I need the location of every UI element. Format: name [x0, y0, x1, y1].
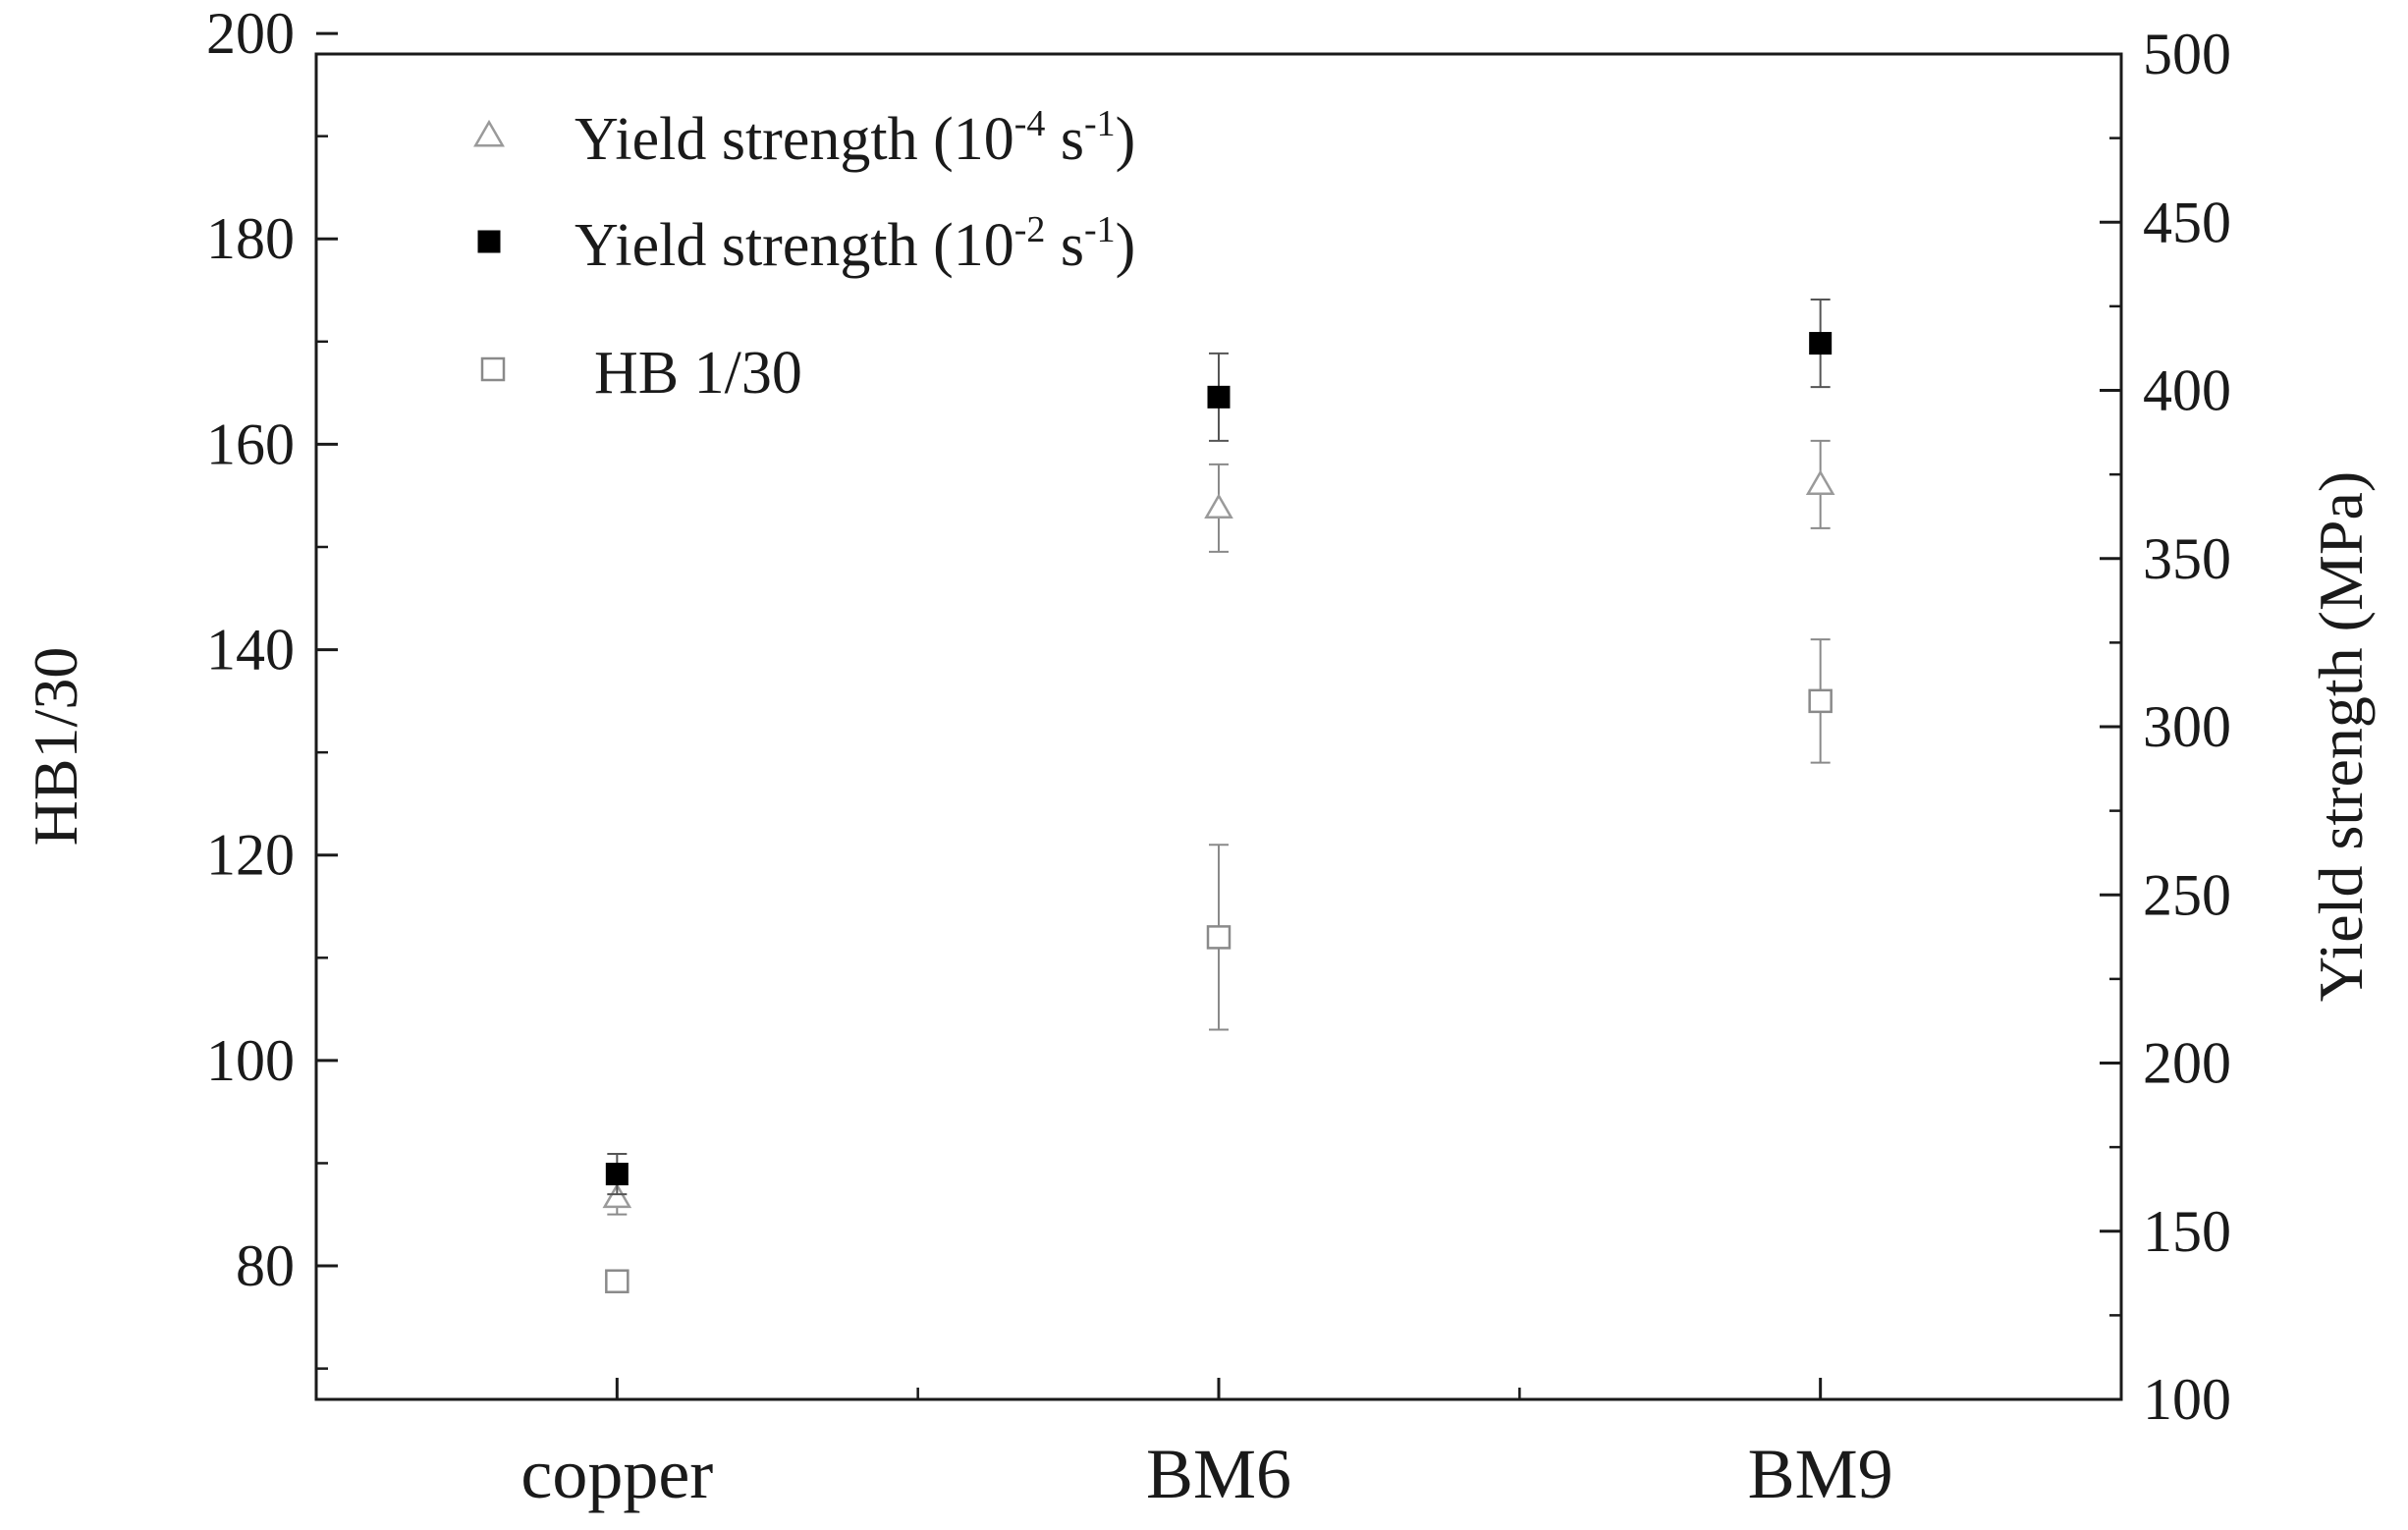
data-marks: [602, 299, 1835, 1293]
filled-square-marker: [1809, 332, 1833, 355]
right-y-axis: 100 150 200 250 300 350 400 450 500 Yield strengt…: [2100, 22, 2376, 1432]
legend: Yield strength (10-4 s-1) Yield strength …: [473, 103, 1135, 407]
right-tick-label: 200: [2143, 1031, 2231, 1096]
right-tick-label: 300: [2143, 694, 2231, 759]
right-tick-label: 400: [2143, 358, 2231, 423]
open-square-marker: [605, 1269, 629, 1293]
open-square-marker: [1206, 925, 1231, 950]
legend-item-1: Yield strength (10-4 s-1): [473, 103, 1135, 173]
open-square-marker: [1808, 688, 1833, 714]
x-axis: copper BM6 BM9: [314, 1378, 2123, 1513]
x-category-label: BM9: [1748, 1435, 1893, 1513]
triangle-marker: [602, 1182, 632, 1209]
left-tick-label: 160: [206, 411, 295, 476]
legend-item-3: HB 1/30: [480, 340, 802, 407]
series-1: [602, 439, 1835, 1216]
left-tick-label: 120: [206, 823, 295, 888]
series-2: [605, 299, 1833, 1196]
legend-label: Yield strength (10-2 s-1): [575, 209, 1135, 279]
open-square-marker: [480, 356, 506, 382]
filled-square-marker: [605, 1163, 629, 1186]
left-tick-label: 80: [236, 1233, 295, 1298]
x-category-label: copper: [520, 1435, 713, 1513]
triangle-marker: [1204, 493, 1233, 519]
filled-square-marker: [1207, 385, 1231, 409]
legend-label: Yield strength (10-4 s-1): [575, 103, 1135, 173]
left-tick-label: 200: [206, 1, 295, 66]
right-tick-label: 250: [2143, 862, 2231, 927]
left-y-axis: 80 100 120 140 160 180 200 HB1/30: [21, 1, 338, 1370]
left-tick-label: 100: [206, 1028, 295, 1093]
x-category-label: BM6: [1146, 1435, 1291, 1513]
right-tick-label: 350: [2143, 526, 2231, 591]
right-tick-label: 150: [2143, 1199, 2231, 1264]
left-axis-title: HB1/30: [21, 647, 90, 847]
series-3: [605, 638, 1833, 1293]
filled-square-marker: [477, 230, 501, 253]
legend-item-2: Yield strength (10-2 s-1): [477, 209, 1135, 279]
right-tick-label: 500: [2143, 22, 2231, 86]
legend-label: HB 1/30: [594, 340, 802, 407]
right-axis-title: Yield strength (MPa): [2306, 471, 2376, 1002]
triangle-marker: [1805, 469, 1835, 496]
left-tick-label: 140: [206, 618, 295, 683]
triangle-marker: [473, 119, 505, 147]
right-tick-label: 100: [2143, 1367, 2231, 1432]
right-tick-label: 450: [2143, 190, 2231, 254]
left-tick-label: 180: [206, 206, 295, 271]
